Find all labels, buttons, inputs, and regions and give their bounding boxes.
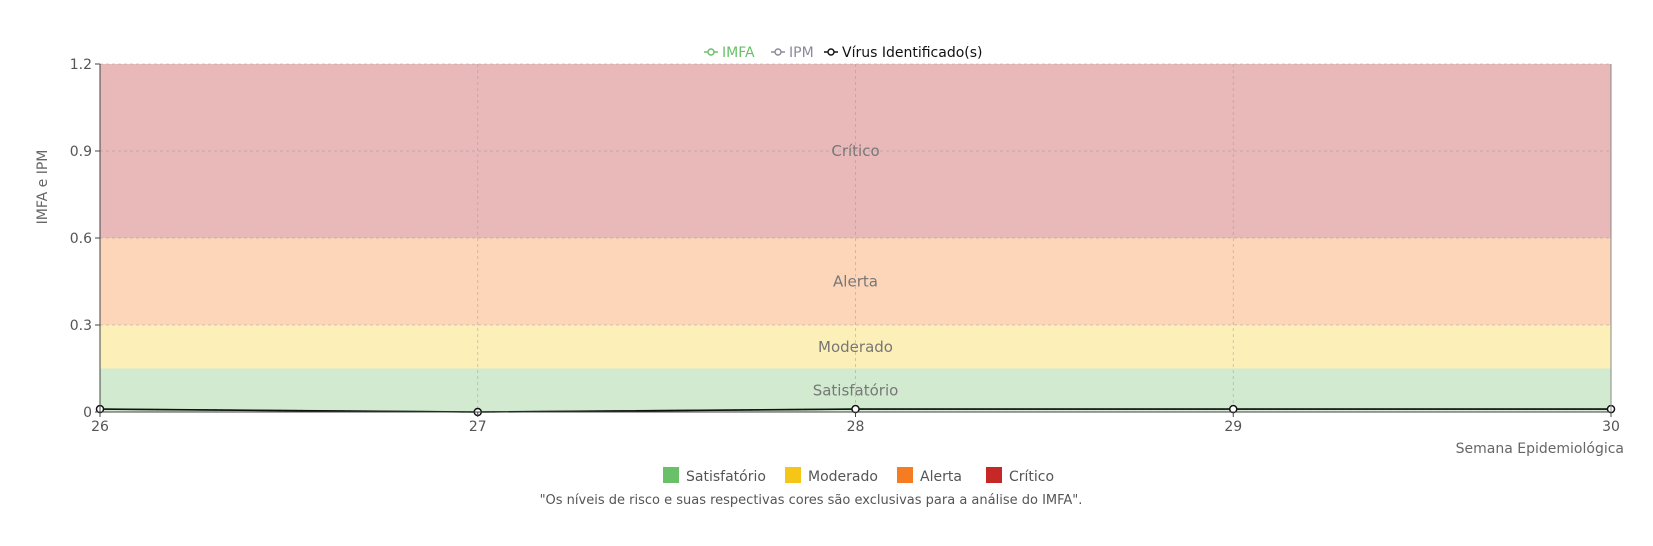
legend-item-2[interactable]: Vírus Identificado(s) <box>824 45 983 61</box>
y-tick-label: 0 <box>83 405 92 421</box>
risk-band-label: Alerta <box>833 273 878 291</box>
x-tick-label: 27 <box>469 419 487 435</box>
y-tick-label: 0.6 <box>70 231 92 247</box>
x-tick-label: 28 <box>847 419 865 435</box>
risk-legend-label: Alerta <box>920 469 962 485</box>
risk-legend-swatch <box>663 467 679 483</box>
risk-band-label: Moderado <box>818 338 893 356</box>
y-tick-label: 0.3 <box>70 318 92 334</box>
legend-item-1[interactable]: IPM <box>771 45 814 61</box>
legend-marker-icon <box>827 48 835 56</box>
x-tick-label: 29 <box>1224 419 1242 435</box>
risk-legend-swatch <box>785 467 801 483</box>
legend-item-0[interactable]: IMFA <box>704 45 755 61</box>
x-axis-title: Semana Epidemiológica <box>1456 441 1624 457</box>
y-axis-title: IMFA e IPM <box>35 150 51 225</box>
legend-label: IMFA <box>722 45 755 61</box>
risk-legend-swatch <box>897 467 913 483</box>
legend-label: Vírus Identificado(s) <box>842 45 983 61</box>
risk-band-label: Satisfatório <box>813 381 899 399</box>
risk-legend-item-3: Crítico <box>986 467 1054 485</box>
series-legend[interactable]: IMFA IPM Vírus Identificado(s) <box>704 45 983 61</box>
y-tick-label: 1.2 <box>70 57 92 73</box>
risk-legend-item-2: Alerta <box>897 467 962 485</box>
x-tick-label: 30 <box>1602 419 1620 435</box>
risk-band-labels: Satisfatório Moderado Alerta Crítico <box>813 142 899 399</box>
risk-legend-label: Satisfatório <box>686 469 766 485</box>
risk-legend-swatch <box>986 467 1002 483</box>
risk-legend: Satisfatório Moderado Alerta Crítico <box>663 467 1054 485</box>
y-tick-label: 0.9 <box>70 144 92 160</box>
risk-legend-item-1: Moderado <box>785 467 878 485</box>
risk-note: "Os níveis de risco e suas respectivas c… <box>540 493 1083 508</box>
legend-label: IPM <box>789 45 814 61</box>
risk-band-label: Crítico <box>831 142 879 160</box>
legend-marker-icon <box>707 48 715 56</box>
risk-legend-item-0: Satisfatório <box>663 467 766 485</box>
axes: 0 0.3 0.6 0.9 1.2 26 27 28 29 30 <box>70 57 1620 435</box>
risk-legend-label: Crítico <box>1009 469 1054 485</box>
x-tick-label: 26 <box>91 419 109 435</box>
risk-legend-label: Moderado <box>808 469 878 485</box>
legend-marker-icon <box>774 48 782 56</box>
